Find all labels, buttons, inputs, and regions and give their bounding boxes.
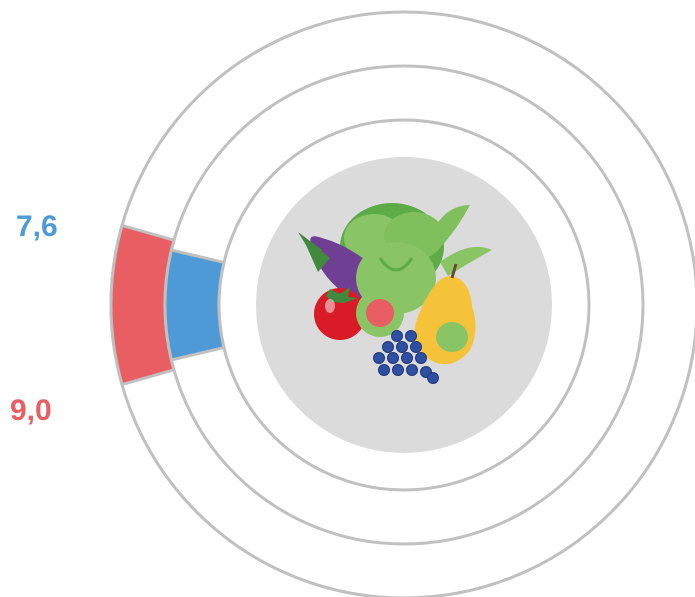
value-label-blue: 7,6 [16,210,58,243]
fruits-and-vegetables-icon [298,203,492,384]
bar-blue-series [163,248,226,362]
value-label-red: 9,0 [10,394,52,427]
